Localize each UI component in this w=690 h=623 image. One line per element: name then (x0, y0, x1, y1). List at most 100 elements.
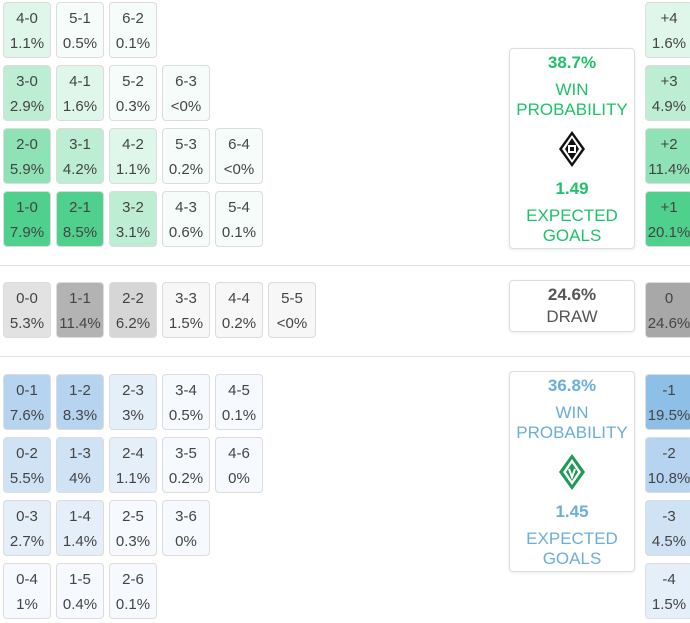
home-margin-cell: +4 1.6% (645, 2, 690, 58)
home-score-cell-label: 1-0 (16, 199, 38, 216)
draw-score-cell: 0-0 5.3% (3, 282, 51, 338)
away-score-cell: 3-6 0% (162, 500, 210, 556)
home-score-cell: 4-2 1.1% (109, 128, 157, 184)
home-score-cell: 4-1 1.6% (56, 65, 104, 121)
home-summary-card: 38.7% WIN PROBABILITY 1.49 EXPECTED GOALS (509, 48, 635, 249)
away-score-cell-label: 0-1 (16, 382, 38, 399)
home-score-cell-probability: 0.5% (62, 35, 98, 52)
away-margin-cell-label: -4 (662, 571, 676, 588)
away-score-cell: 4-5 0.1% (215, 374, 263, 430)
werder-crest-icon (559, 454, 585, 490)
home-margin-cell-label: +2 (660, 136, 678, 153)
home-score-cell: 1-0 7.9% (3, 191, 51, 247)
away-margin-cell: -3 4.5% (645, 500, 690, 556)
away-score-cell-label: 1-3 (69, 445, 91, 462)
draw-probability: 24.6% (547, 285, 597, 304)
away-score-cell: 1-4 1.4% (56, 500, 104, 556)
away-score-cell: 1-3 4% (56, 437, 104, 493)
away-score-cell: 3-4 0.5% (162, 374, 210, 430)
home-score-cell-label: 2-0 (16, 136, 38, 153)
draw-score-cell: 4-4 0.2% (215, 282, 263, 338)
home-score-cell-label: 4-2 (122, 136, 144, 153)
home-score-cell-probability: 5.9% (9, 161, 45, 178)
away-score-cell-label: 2-4 (122, 445, 144, 462)
home-margin-cell-label: +1 (660, 199, 678, 216)
home-score-cell-probability: 3.1% (115, 224, 151, 241)
draw-score-cell-probability: 1.5% (168, 315, 204, 332)
away-score-cell-probability: 0.3% (115, 533, 151, 550)
away-score-cell-probability: 1.4% (62, 533, 98, 550)
home-score-cell: 5-1 0.5% (56, 2, 104, 58)
home-score-cell-probability: 8.5% (62, 224, 98, 241)
away-score-cell: 2-4 1.1% (109, 437, 157, 493)
gladbach-crest-icon (559, 131, 585, 167)
away-score-cell-label: 1-4 (69, 508, 91, 525)
home-margin-cell-label: +3 (660, 73, 678, 90)
home-score-cell-label: 3-0 (16, 73, 38, 90)
away-margin-cell-probability: 1.5% (651, 596, 687, 613)
away-score-cell: 0-2 5.5% (3, 437, 51, 493)
home-score-cell-probability: 1.1% (9, 35, 45, 52)
divider-home-draw (0, 265, 690, 266)
away-margin-cell-label: -3 (662, 508, 676, 525)
home-score-cell: 6-3 <0% (162, 65, 210, 121)
home-expected-goals-label: EXPECTED GOALS (526, 206, 618, 245)
away-score-cell-probability: 0.1% (115, 596, 151, 613)
home-margin-cell-probability: 1.6% (651, 35, 687, 52)
home-win-probability: 38.7% (547, 53, 597, 72)
draw-score-cell-label: 2-2 (122, 290, 144, 307)
draw-score-cell-probability: 0.2% (221, 315, 257, 332)
away-score-cell-label: 2-5 (122, 508, 144, 525)
home-score-cell-label: 3-1 (69, 136, 91, 153)
home-score-cell-label: 5-3 (175, 136, 197, 153)
away-score-cell: 1-2 8.3% (56, 374, 104, 430)
draw-score-cell-label: 3-3 (175, 290, 197, 307)
away-score-cell-probability: 0% (228, 470, 250, 487)
away-score-cell-label: 0-3 (16, 508, 38, 525)
home-score-cell: 5-3 0.2% (162, 128, 210, 184)
away-score-cell-probability: 0.1% (221, 407, 257, 424)
home-score-cell-probability: <0% (223, 161, 255, 178)
away-score-cell: 2-3 3% (109, 374, 157, 430)
away-score-cell-label: 1-2 (69, 382, 91, 399)
draw-score-cell: 2-2 6.2% (109, 282, 157, 338)
home-score-cell-probability: 4.2% (62, 161, 98, 178)
home-score-cell: 4-0 1.1% (3, 2, 51, 58)
away-score-cell-probability: 1.1% (115, 470, 151, 487)
home-score-cell-label: 2-1 (69, 199, 91, 216)
home-score-cell-label: 6-2 (122, 10, 144, 27)
home-score-cell: 4-3 0.6% (162, 191, 210, 247)
home-score-cell-probability: 2.9% (9, 98, 45, 115)
away-margin-cell-label: -2 (662, 445, 676, 462)
home-margin-cell-probability: 11.4% (648, 161, 690, 178)
home-score-cell-probability: 0.2% (168, 161, 204, 178)
away-win-probability: 36.8% (547, 376, 597, 395)
home-score-cell-label: 4-0 (16, 10, 38, 27)
home-margin-cell: +3 4.9% (645, 65, 690, 121)
draw-score-cell-probability: 5.3% (9, 315, 45, 332)
home-score-cell-probability: 0.6% (168, 224, 204, 241)
home-score-cell-probability: 1.6% (62, 98, 98, 115)
away-score-cell-probability: 0.2% (168, 470, 204, 487)
home-score-cell-label: 4-1 (69, 73, 91, 90)
draw-score-cell-label: 5-5 (281, 290, 303, 307)
away-score-cell-probability: 4% (69, 470, 91, 487)
home-score-cell-label: 4-3 (175, 199, 197, 216)
away-score-cell: 0-4 1% (3, 563, 51, 619)
home-margin-cell-label: +4 (660, 10, 678, 27)
away-score-cell: 4-6 0% (215, 437, 263, 493)
home-score-cell: 3-1 4.2% (56, 128, 104, 184)
away-summary-card: 36.8% WIN PROBABILITY 1.45 EXPECTED GOALS (509, 371, 635, 572)
away-score-cell: 2-6 0.1% (109, 563, 157, 619)
home-score-cell: 2-1 8.5% (56, 191, 104, 247)
home-margin-cell-probability: 4.9% (651, 98, 687, 115)
away-score-cell: 1-5 0.4% (56, 563, 104, 619)
draw-score-cell-label: 1-1 (69, 290, 91, 307)
away-margin-cell-probability: 10.8% (647, 470, 690, 487)
draw-summary-card: 24.6% DRAW (509, 280, 635, 332)
away-score-cell-label: 0-2 (16, 445, 38, 462)
away-score-cell-probability: 7.6% (9, 407, 45, 424)
away-score-cell-label: 2-3 (122, 382, 144, 399)
divider-draw-away (0, 356, 690, 357)
away-score-cell-probability: 5.5% (9, 470, 45, 487)
